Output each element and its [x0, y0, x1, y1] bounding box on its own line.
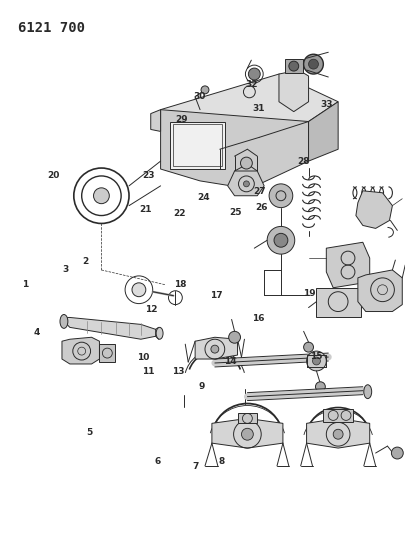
Text: 14: 14	[224, 357, 237, 366]
Bar	[237, 414, 257, 423]
Circle shape	[228, 332, 240, 343]
Polygon shape	[212, 418, 283, 448]
Polygon shape	[306, 418, 370, 448]
Polygon shape	[67, 318, 156, 339]
Text: 22: 22	[173, 209, 186, 218]
Circle shape	[304, 342, 313, 352]
Ellipse shape	[60, 314, 68, 328]
Circle shape	[201, 86, 209, 94]
Circle shape	[274, 233, 288, 247]
Text: 11: 11	[142, 367, 155, 376]
Circle shape	[315, 382, 325, 392]
Text: 18: 18	[173, 280, 186, 289]
Bar	[100, 344, 115, 362]
Text: 27: 27	[253, 187, 266, 196]
Circle shape	[242, 429, 253, 440]
Circle shape	[308, 59, 318, 69]
Text: 8: 8	[219, 457, 225, 466]
Bar	[324, 408, 353, 422]
Text: 7: 7	[193, 463, 199, 471]
Circle shape	[267, 227, 295, 254]
Polygon shape	[62, 318, 67, 325]
Circle shape	[244, 181, 249, 187]
Circle shape	[304, 54, 324, 74]
Circle shape	[93, 188, 109, 204]
Circle shape	[240, 157, 252, 169]
Polygon shape	[161, 110, 308, 189]
Polygon shape	[356, 191, 392, 229]
Bar	[285, 59, 303, 73]
Text: 24: 24	[198, 193, 210, 203]
Polygon shape	[358, 270, 402, 311]
Text: 6121 700: 6121 700	[18, 21, 84, 35]
Text: 5: 5	[86, 428, 93, 437]
Polygon shape	[279, 70, 308, 111]
Text: 9: 9	[199, 382, 205, 391]
Polygon shape	[326, 243, 370, 288]
Text: 29: 29	[175, 115, 188, 124]
Text: 30: 30	[194, 92, 206, 101]
Text: 23: 23	[142, 171, 155, 180]
Polygon shape	[161, 74, 338, 149]
Text: 6: 6	[155, 457, 161, 466]
Polygon shape	[308, 102, 338, 161]
Ellipse shape	[364, 385, 372, 399]
Circle shape	[306, 351, 326, 371]
Polygon shape	[195, 337, 237, 359]
Polygon shape	[151, 110, 161, 132]
Text: 31: 31	[252, 104, 264, 113]
Text: 3: 3	[62, 265, 68, 273]
Circle shape	[132, 283, 146, 297]
Circle shape	[391, 447, 403, 459]
Circle shape	[211, 345, 219, 353]
Circle shape	[313, 357, 320, 365]
Circle shape	[248, 68, 260, 80]
Bar	[171, 122, 225, 169]
Text: 15: 15	[310, 352, 323, 361]
Text: 28: 28	[297, 157, 310, 166]
Text: 12: 12	[145, 305, 158, 314]
Text: 32: 32	[245, 80, 258, 89]
Text: 13: 13	[172, 367, 184, 376]
Text: 26: 26	[255, 203, 267, 212]
Ellipse shape	[156, 327, 163, 339]
Text: 16: 16	[252, 314, 264, 322]
Bar	[173, 125, 222, 166]
Text: 2: 2	[82, 257, 89, 266]
Text: 1: 1	[22, 280, 28, 289]
Circle shape	[333, 429, 343, 439]
Text: 17: 17	[210, 291, 222, 300]
Circle shape	[289, 61, 299, 71]
Polygon shape	[62, 337, 100, 364]
Bar	[317, 288, 361, 318]
Text: 25: 25	[229, 208, 242, 217]
Circle shape	[269, 184, 293, 208]
Text: 21: 21	[140, 205, 152, 214]
Text: 33: 33	[321, 100, 333, 109]
Text: 19: 19	[303, 289, 316, 298]
Text: 4: 4	[34, 328, 40, 337]
Polygon shape	[228, 171, 264, 196]
Text: 10: 10	[137, 353, 150, 362]
Text: 20: 20	[47, 171, 59, 180]
